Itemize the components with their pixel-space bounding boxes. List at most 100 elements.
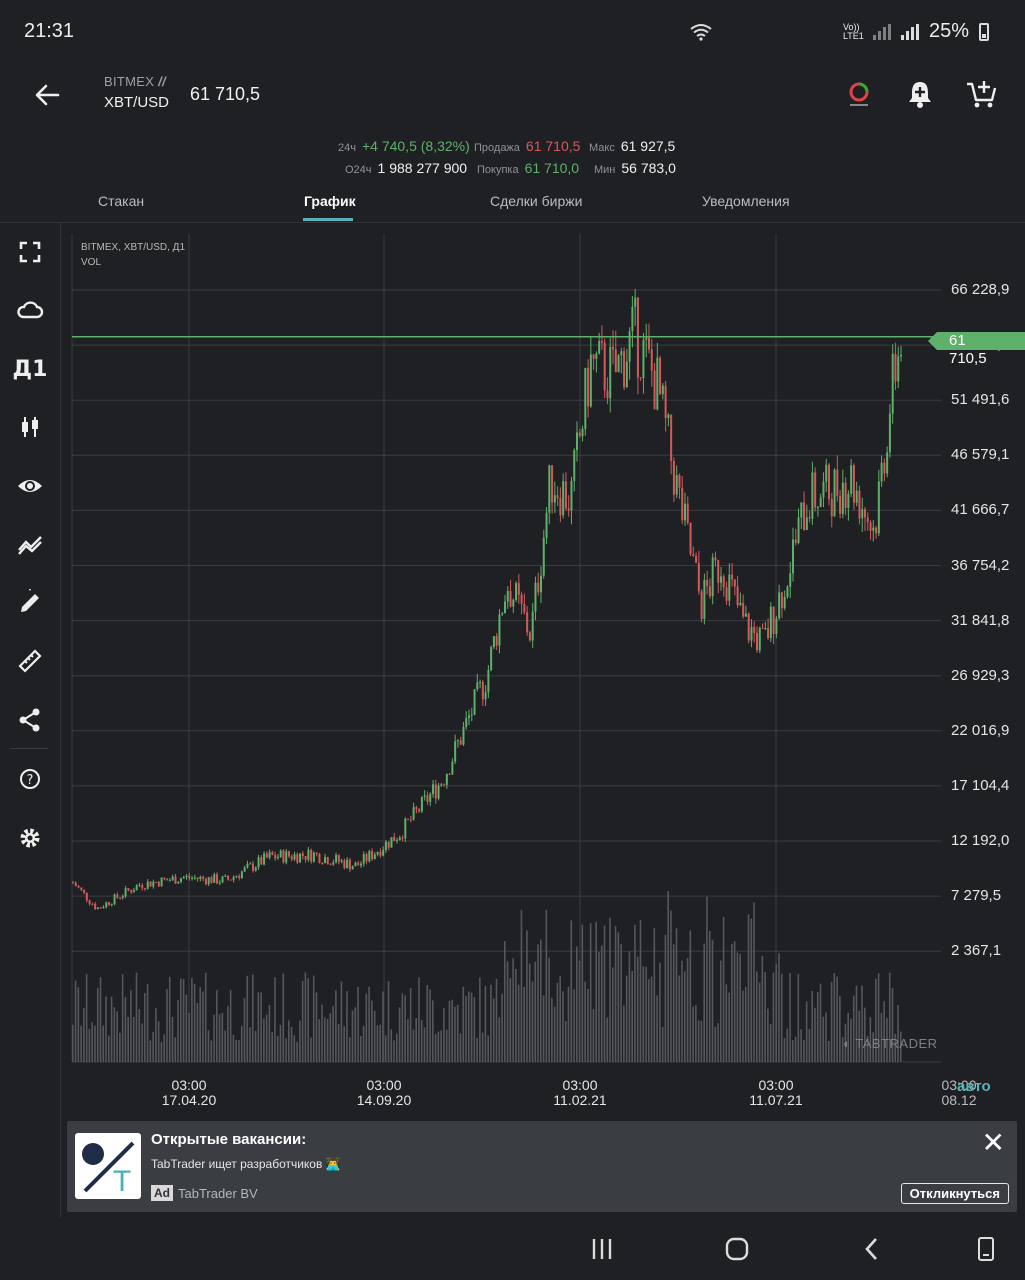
volume-bar <box>432 1000 434 1062</box>
volume-bar <box>468 991 470 1062</box>
volume-bar <box>540 939 542 1062</box>
volume-bar <box>304 972 307 1062</box>
recents-icon[interactable] <box>582 1232 622 1266</box>
volume-bar <box>833 973 836 1062</box>
tab-trades[interactable]: Сделки биржи <box>490 193 583 209</box>
volume-bar <box>307 978 309 1062</box>
share-icon[interactable] <box>12 702 48 738</box>
candle-body <box>797 517 800 543</box>
eye-icon[interactable] <box>12 468 48 504</box>
volume-bar <box>822 1016 825 1062</box>
volume-bar <box>260 992 262 1062</box>
candle-body <box>517 583 520 595</box>
ruler-icon[interactable] <box>12 643 48 679</box>
volume-bar <box>681 960 683 1062</box>
candle-body <box>534 582 537 612</box>
candle-body <box>875 527 878 534</box>
tab-orderbook[interactable]: Стакан <box>98 193 145 209</box>
volume-bar <box>362 1025 365 1062</box>
volume-bar <box>695 1005 697 1062</box>
candle-body <box>609 347 612 399</box>
y-tick-label: 41 666,7 <box>951 501 1010 519</box>
home-icon[interactable] <box>717 1232 757 1266</box>
volume-bar <box>520 910 523 1062</box>
candle-body <box>783 596 786 609</box>
pair-name[interactable]: XBT/USD <box>104 94 170 111</box>
volume-bar <box>556 982 559 1062</box>
help-icon[interactable]: ? <box>12 761 48 797</box>
volume-bar <box>282 973 285 1062</box>
exchange-logo-icon[interactable] <box>842 76 878 112</box>
volume-bar <box>429 989 431 1062</box>
close-icon[interactable]: ✕ <box>981 1127 1005 1158</box>
volume-bar <box>506 961 509 1062</box>
volume-bar <box>235 1039 237 1062</box>
volume-bar <box>354 1007 357 1062</box>
tab-notifications[interactable]: Уведомления <box>702 193 790 209</box>
back-arrow-icon[interactable] <box>30 80 64 110</box>
network-label: Vo)) LTE1 <box>842 21 864 41</box>
volume-bar <box>193 983 196 1062</box>
volume-bar <box>335 990 337 1062</box>
volume-bar <box>124 997 127 1062</box>
volume-bar <box>121 974 124 1062</box>
candle-body <box>409 819 412 821</box>
volume-bar <box>811 990 813 1062</box>
fullscreen-icon[interactable] <box>12 234 48 270</box>
back-icon[interactable] <box>852 1232 892 1266</box>
volume-bar <box>144 993 146 1062</box>
candle-body <box>182 877 185 879</box>
volume-bar <box>221 1012 224 1062</box>
volume-bar <box>293 1035 296 1062</box>
candle-body <box>382 849 385 856</box>
auto-scale-button[interactable]: авто <box>957 1078 991 1095</box>
keyboard-toggle-icon[interactable] <box>966 1232 1006 1266</box>
candle-body <box>102 907 105 909</box>
volume-bar <box>326 1018 329 1062</box>
volume-bar <box>88 1028 91 1062</box>
candle-body <box>429 793 432 803</box>
volume-bar <box>872 1032 874 1062</box>
volume-bar <box>210 1040 213 1062</box>
tab-chart[interactable]: График <box>304 193 356 209</box>
volume-bar <box>470 992 473 1062</box>
status-icons: Vo)) LTE1 25% <box>689 20 989 43</box>
volume-bar <box>542 995 545 1062</box>
settings-icon[interactable] <box>12 820 48 856</box>
candle-body <box>326 857 329 865</box>
volume-bar <box>623 1005 625 1062</box>
candle-body <box>551 465 554 503</box>
volume-bar <box>567 986 570 1062</box>
alarm-add-icon[interactable] <box>902 76 938 112</box>
candle-body <box>157 881 160 887</box>
candle-body <box>780 592 783 609</box>
candlestick-icon[interactable] <box>12 409 48 445</box>
candle-body <box>119 897 122 899</box>
candle-body <box>501 613 504 615</box>
candle-body <box>96 907 99 910</box>
tab-bar: Стакан График Сделки биржи Уведомления <box>0 186 1025 223</box>
candle-body <box>149 881 152 887</box>
cloud-icon[interactable] <box>12 292 48 328</box>
candle-body <box>263 853 266 865</box>
ad-cta-button[interactable]: Откликнуться <box>900 1183 1009 1204</box>
interval-button[interactable]: Д1 <box>12 356 48 382</box>
volume-bar <box>360 1036 362 1062</box>
indicators-icon[interactable] <box>12 526 48 562</box>
volume-bar <box>238 1039 240 1062</box>
cart-add-icon[interactable] <box>964 76 1000 112</box>
candle-body <box>750 627 753 641</box>
volume-bar <box>708 930 711 1062</box>
volume-bar <box>733 941 736 1062</box>
volume-bar <box>697 1020 700 1062</box>
volume-bar <box>703 943 705 1062</box>
y-tick-label: 22 016,9 <box>951 721 1010 739</box>
volume-bar <box>780 974 783 1062</box>
candle-body <box>301 853 304 857</box>
chart-canvas[interactable] <box>61 222 1025 1120</box>
pencil-icon[interactable] <box>12 585 48 621</box>
ad-banner[interactable]: T Открытые вакансии: TabTrader ищет разр… <box>67 1121 1017 1212</box>
volume-bar <box>343 1026 345 1062</box>
volume-bar <box>684 971 686 1062</box>
